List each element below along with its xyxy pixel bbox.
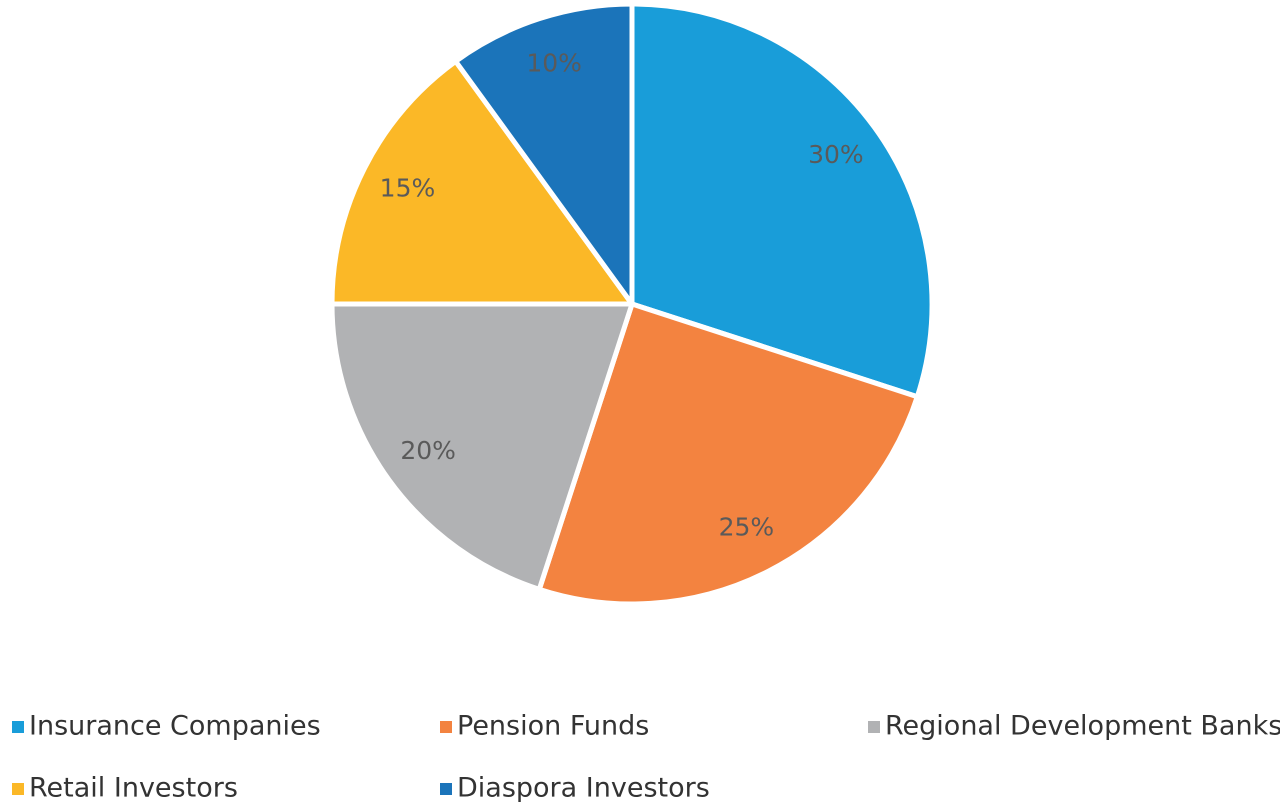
data-label: 30% bbox=[808, 140, 864, 169]
legend-swatch bbox=[440, 783, 452, 795]
data-label: 20% bbox=[400, 436, 456, 465]
legend-label: Insurance Companies bbox=[29, 711, 321, 742]
pie-slice bbox=[453, 1, 635, 307]
legend-swatch bbox=[12, 783, 24, 795]
data-label: 10% bbox=[526, 48, 582, 77]
pie-slice bbox=[629, 1, 935, 400]
legend-label: Retail Investors bbox=[29, 773, 238, 804]
legend-swatch bbox=[12, 721, 24, 733]
legend-label: Diaspora Investors bbox=[457, 773, 710, 804]
data-label: 15% bbox=[380, 174, 436, 203]
pie-slice bbox=[329, 58, 635, 307]
pie-slice bbox=[329, 301, 635, 592]
legend-label: Pension Funds bbox=[457, 711, 649, 742]
legend-swatch bbox=[440, 721, 452, 733]
data-label: 25% bbox=[719, 513, 775, 542]
pie-slice bbox=[536, 301, 920, 607]
legend-swatch bbox=[868, 721, 880, 733]
legend-label: Regional Development Banks bbox=[885, 711, 1280, 742]
